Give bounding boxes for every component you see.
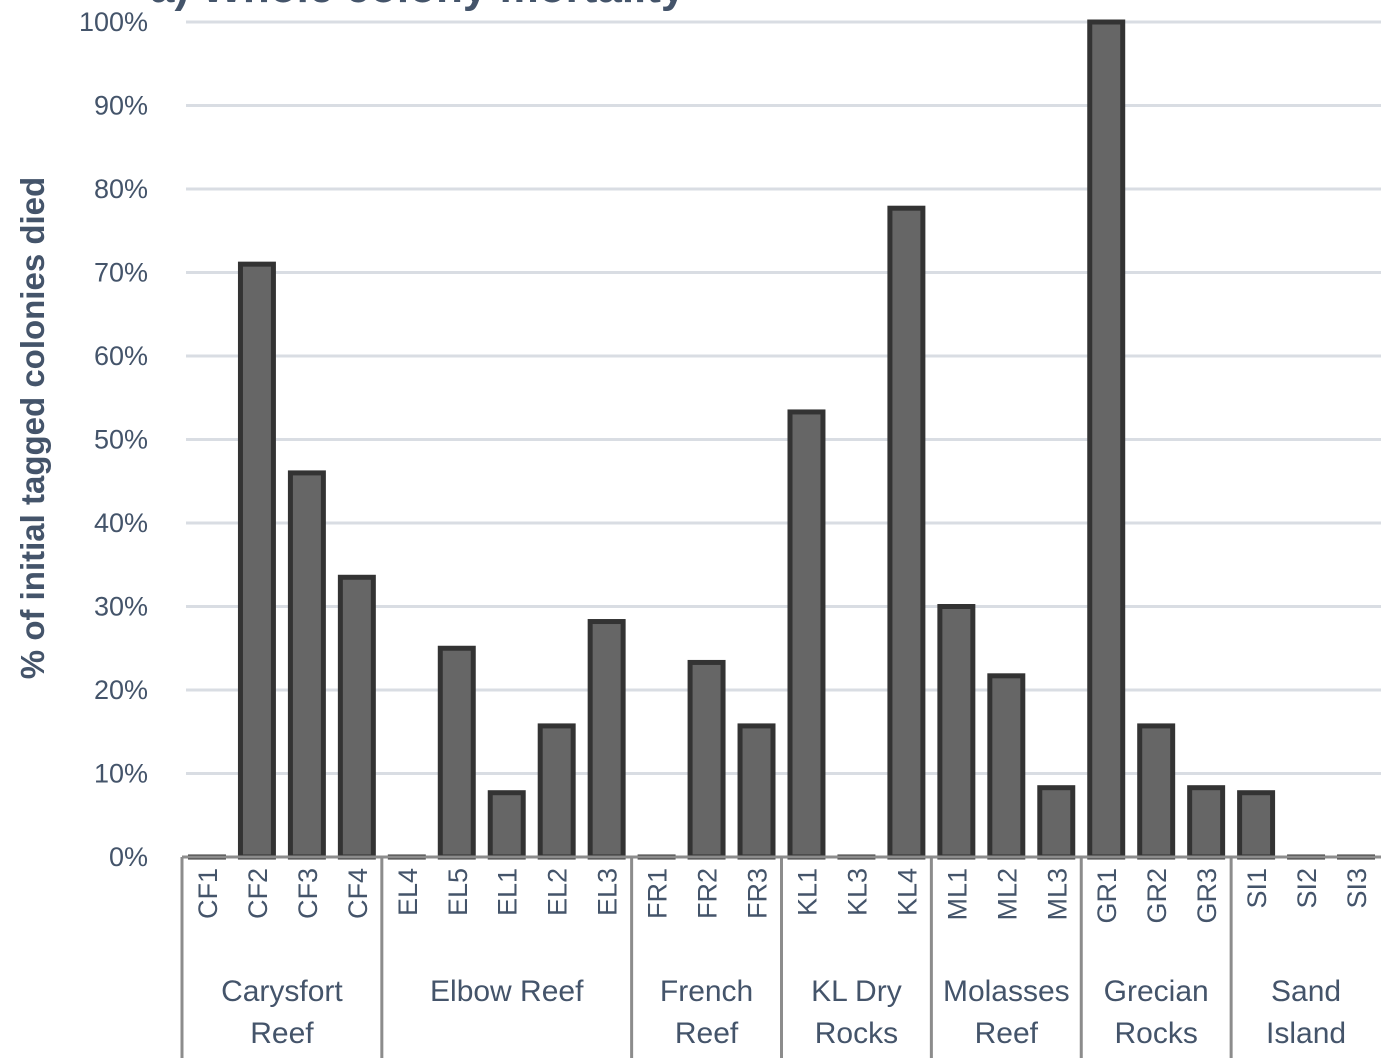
- x-tick-label: FR3: [743, 868, 773, 919]
- x-tick-label: EL5: [443, 868, 473, 916]
- bar: [487, 790, 526, 860]
- y-tick-label: 20%: [94, 675, 148, 705]
- bar: [437, 645, 476, 860]
- bar: [737, 723, 776, 860]
- x-tick-label: CF3: [293, 868, 323, 919]
- chart-title: a) Whole colony mortality: [150, 0, 686, 12]
- bars: [187, 19, 1376, 860]
- bar: [987, 673, 1026, 860]
- group-label: Grecian: [1104, 975, 1209, 1008]
- bar: [887, 205, 926, 860]
- bar: [1187, 785, 1226, 860]
- x-tick-label: KL3: [842, 868, 872, 916]
- bar: [587, 619, 626, 860]
- group-label: Reef: [250, 1017, 314, 1050]
- group-label: Reef: [675, 1017, 739, 1050]
- gridlines: [186, 20, 1381, 775]
- bar: [1237, 790, 1276, 860]
- x-tick-label: FR2: [693, 868, 723, 919]
- x-tick-label: SI1: [1242, 868, 1272, 909]
- y-tick-label: 70%: [94, 258, 148, 288]
- bar: [237, 261, 276, 860]
- x-tick-label: GR2: [1142, 868, 1172, 924]
- x-tick-label: GR1: [1092, 868, 1122, 924]
- y-tick-labels: 0% 10% 20% 30% 40% 50% 60% 70% 80% 90% 100%: [79, 7, 148, 872]
- x-tick-label: CF1: [193, 868, 223, 919]
- group-labels: Carysfort Reef Elbow Reef French Reef KL Dry R…: [180, 857, 1346, 1058]
- x-tick-label: FR1: [643, 868, 673, 919]
- bar: [787, 409, 826, 860]
- x-tick-label: CF4: [343, 868, 373, 919]
- y-tick-label: 40%: [94, 508, 148, 538]
- bar: [1137, 723, 1176, 860]
- group-label: Elbow Reef: [430, 975, 584, 1008]
- bar: [1037, 785, 1076, 860]
- group-label: Reef: [975, 1017, 1039, 1050]
- y-tick-label: 100%: [79, 7, 148, 37]
- x-tick-label: KL1: [792, 868, 822, 916]
- group-label: Rocks: [1115, 1017, 1198, 1050]
- y-tick-label: 0%: [109, 842, 148, 872]
- bar: [937, 604, 976, 860]
- x-tick-label: EL4: [393, 868, 423, 916]
- x-tick-label: EL3: [593, 868, 623, 916]
- bar: [537, 723, 576, 860]
- x-tick-label: CF2: [243, 868, 273, 919]
- x-tick-label: ML1: [942, 868, 972, 921]
- bar: [687, 659, 726, 860]
- x-tick-label: SI2: [1292, 868, 1322, 909]
- bar: [337, 574, 376, 860]
- bar: [1087, 19, 1126, 860]
- group-label: KL Dry: [811, 975, 902, 1008]
- group-label: Sand: [1271, 975, 1341, 1008]
- x-tick-label: ML3: [1042, 868, 1072, 921]
- group-label: Rocks: [815, 1017, 898, 1050]
- group-label: Molasses: [943, 975, 1070, 1008]
- x-tick-label: ML2: [992, 868, 1022, 921]
- x-tick-label: EL1: [493, 868, 523, 916]
- group-label: Carysfort: [221, 975, 343, 1008]
- y-tick-label: 30%: [94, 592, 148, 622]
- x-tick-labels: CF1 CF2 CF3 CF4 EL4 EL5 EL1 EL2 EL3 FR1 FR2 FR3 KL1 K…: [182, 855, 1381, 924]
- y-tick-label: 60%: [94, 341, 148, 371]
- y-axis-label: % of initial tagged colonies died: [14, 177, 51, 679]
- x-tick-label: EL2: [543, 868, 573, 916]
- y-tick-label: 90%: [94, 91, 148, 121]
- bar: [287, 470, 326, 860]
- y-tick-label: 80%: [94, 174, 148, 204]
- y-tick-label: 50%: [94, 425, 148, 455]
- x-tick-label: GR3: [1192, 868, 1222, 924]
- group-label: French: [660, 975, 753, 1008]
- y-tick-label: 10%: [94, 759, 148, 789]
- x-tick-label: KL4: [892, 868, 922, 916]
- group-label: Island: [1266, 1017, 1346, 1050]
- x-tick-label: SI3: [1342, 868, 1372, 909]
